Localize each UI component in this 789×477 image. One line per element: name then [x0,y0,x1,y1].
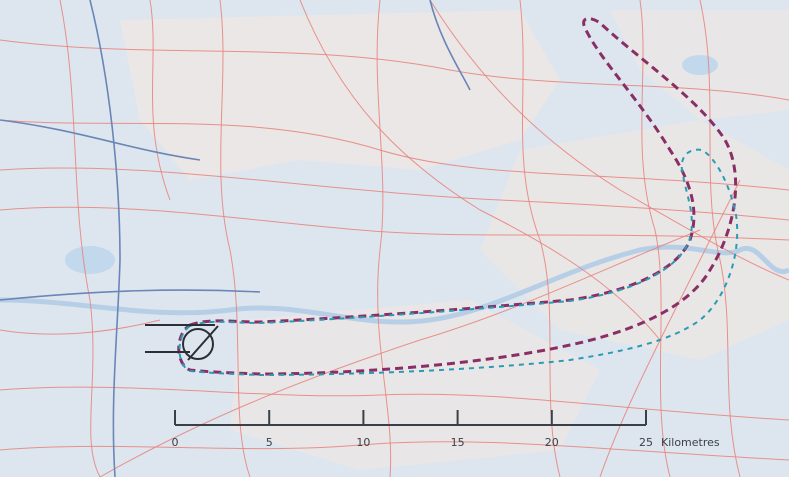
scale-tick-label: 0 [172,436,179,449]
road-line [0,119,789,191]
reservoir-west [65,246,115,274]
scale-tick-label: 10 [356,436,370,449]
land-patch-south [230,300,600,470]
road-line [699,0,741,477]
runway-diagonal [187,325,219,361]
water-bodies [0,55,789,325]
rail-network [0,0,471,477]
road-line [0,441,789,461]
road-line [376,0,392,477]
scale-unit-label: Kilometres [661,436,720,449]
rail-line [429,0,471,91]
road-line [59,0,101,477]
airport-symbol [145,324,219,361]
scale-tick-label: 20 [545,436,559,449]
road-line [0,319,161,335]
road-line [0,39,789,101]
scale-ticks: 0 5 10 15 20 25 [172,410,653,449]
airport-ring [182,328,214,360]
rail-line [89,0,121,477]
road-line [299,0,661,341]
scale-tick-label: 5 [266,436,273,449]
scale-tick-label: 25 [639,436,653,449]
road-line [429,0,789,281]
reservoir-east [682,55,718,75]
rail-line [0,289,261,301]
rail-line [0,119,201,161]
road-line [519,0,561,477]
inner-contour [178,148,739,377]
river-thames [0,244,789,325]
road-line [219,0,251,477]
road-line [99,229,701,477]
road-line [0,386,789,421]
road-line [0,206,789,241]
road-line [639,0,671,477]
road-line [149,0,171,201]
road-line [599,179,741,477]
scale-bar: 0 5 10 15 20 25 Kilometres [172,410,720,449]
scale-tick-label: 15 [451,436,465,449]
